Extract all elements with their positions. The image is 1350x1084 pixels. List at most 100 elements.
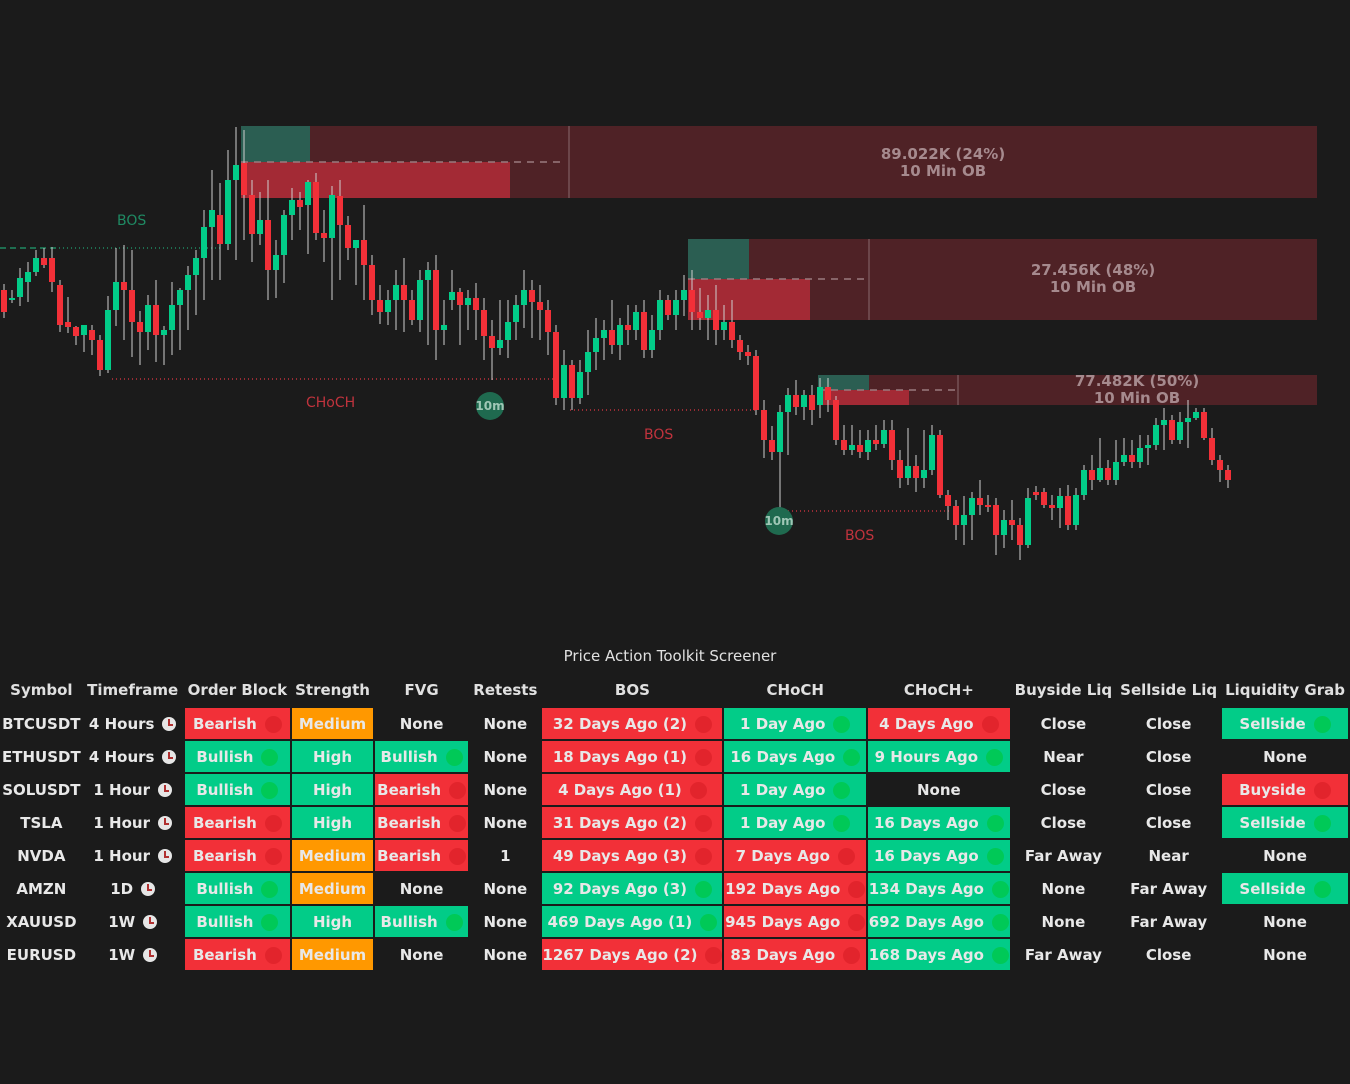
order-block-zone-1 [241, 126, 1317, 198]
candle-bearish [313, 182, 319, 233]
clock-icon [143, 948, 158, 962]
candle-bearish [1201, 412, 1207, 438]
bullish-indicator-dot-icon [833, 814, 851, 832]
strength-cell-text: Medium [298, 714, 367, 733]
bos-cell: 92 Days Ago (3) [540, 871, 725, 906]
candle-bearish [825, 387, 831, 400]
choch-plus-cell: 168 Days Ago [866, 937, 1012, 972]
bearish-indicator-dot-icon [705, 946, 723, 964]
symbol-cell-text: ETHUSDT [2, 747, 81, 766]
sellside-liq-cell: Close [1115, 739, 1223, 774]
candle-bearish [1033, 492, 1039, 495]
symbol-cell-text: NVDA [17, 846, 66, 865]
screener-row[interactable]: EURUSD 1W Bearish Medium None None 1267 Days A… [0, 937, 1350, 972]
order-block-cell: Bullish [182, 904, 293, 939]
candle-bearish [241, 163, 247, 195]
order-block-cell-text: Bearish [192, 846, 257, 865]
symbol-cell: ETHUSDT [0, 739, 83, 774]
timeframe-cell: 1W [80, 904, 185, 939]
buyside-liq-cell: Far Away [1009, 937, 1118, 972]
buyside-liq-cell: Close [1009, 772, 1118, 807]
candle-bearish [1169, 420, 1175, 440]
buyside-liq-cell: Far Away [1009, 838, 1118, 873]
screener-row[interactable]: ETHUSDT 4 Hours Bullish High Bullish None 18 D… [0, 739, 1350, 774]
candle-bearish [1065, 496, 1071, 525]
timeframe-cell-text: 4 Hours [88, 747, 155, 766]
bos-cell-text: 32 Days Ago (2) [552, 714, 688, 733]
chart-canvas[interactable] [0, 0, 1350, 600]
candle-bullish [393, 285, 399, 300]
screener-row[interactable]: SOLUSDT 1 Hour Bullish High Bearish None 4 Day… [0, 772, 1350, 807]
candle-bullish [1185, 418, 1191, 422]
choch-plus-cell-text: 134 Days Ago [868, 879, 984, 898]
candle-bullish [961, 515, 967, 525]
candle-bullish [33, 258, 39, 272]
buyside-liq-cell-text: None [1041, 912, 1086, 931]
price-chart[interactable]: 89.022K (24%) 10 Min OB 27.456K (48%) 10… [0, 0, 1350, 600]
bullish-indicator-dot-icon [261, 781, 279, 799]
candle-bearish [857, 445, 863, 452]
fvg-cell: Bullish [372, 739, 471, 774]
candle-bullish [161, 330, 167, 335]
candle-bearish [985, 505, 991, 507]
candle-bearish [697, 312, 703, 318]
choch-plus-cell: 16 Days Ago [866, 838, 1012, 873]
bullish-indicator-dot-icon [1313, 715, 1331, 733]
strength-cell-text: High [312, 780, 353, 799]
fvg-cell-text: Bullish [380, 747, 438, 766]
candle-bearish [537, 302, 543, 310]
candle-bullish [673, 300, 679, 315]
fvg-cell-text: Bearish [377, 813, 442, 832]
screener-row[interactable]: NVDA 1 Hour Bearish Medium Bearish 1 49 Days A… [0, 838, 1350, 873]
buyside-liq-cell-text: Near [1043, 747, 1084, 766]
retests-cell: None [468, 904, 543, 939]
col-header-bos: BOS [614, 680, 650, 699]
bullish-indicator-dot-icon [833, 781, 851, 799]
screener-row[interactable]: AMZN 1D Bullish Medium None None 92 Days Ago (… [0, 871, 1350, 906]
bos-cell: 4 Days Ago (1) [540, 772, 725, 807]
bullish-indicator-dot-icon [986, 814, 1004, 832]
timeframe-tag-10m-2[interactable]: 10m [764, 507, 794, 535]
candle-bullish [209, 210, 215, 227]
screener-row[interactable]: XAUUSD 1W Bullish High Bullish None 469 Days A… [0, 904, 1350, 939]
candle-bearish [49, 258, 55, 282]
bos-cell-text: 469 Days Ago (1) [547, 912, 693, 931]
retests-cell-text: None [483, 714, 528, 733]
candle-bearish [953, 506, 959, 525]
bearish-indicator-dot-icon [843, 946, 861, 964]
candle-bullish [465, 298, 471, 305]
candle-bearish [897, 460, 903, 478]
ob-timeframe-text: 10 Min OB [1093, 389, 1181, 407]
bearish-indicator-dot-icon [449, 847, 467, 865]
candle-bullish [145, 305, 151, 332]
candle-bearish [409, 300, 415, 320]
candle-bullish [225, 180, 231, 244]
bos-label-bullish: BOS [117, 213, 147, 229]
candle-bullish [1073, 495, 1079, 525]
candle-bearish [129, 290, 135, 322]
candle-bullish [113, 282, 119, 310]
bos-cell-text: 1267 Days Ago (2) [542, 945, 698, 964]
ob-timeframe-text: 10 Min OB [899, 162, 987, 180]
strength-cell-text: High [312, 747, 353, 766]
screener-row[interactable]: BTCUSDT 4 Hours Bearish Medium None None 32 Da… [0, 706, 1350, 741]
screener-row[interactable]: TSLA 1 Hour Bearish High Bearish None 31 Days … [0, 805, 1350, 840]
candle-bullish [1177, 422, 1183, 440]
order-block-cell-text: Bearish [192, 945, 257, 964]
order-block-cell: Bullish [182, 871, 293, 906]
bos-cell-text: 92 Days Ago (3) [552, 879, 688, 898]
candle-bearish [1009, 520, 1015, 525]
bos-cell: 49 Days Ago (3) [540, 838, 725, 873]
bos-cell: 469 Days Ago (1) [540, 904, 725, 939]
candle-bullish [1153, 425, 1159, 445]
order-block-cell: Bearish [182, 706, 293, 741]
bullish-indicator-dot-icon [833, 715, 851, 733]
candle-bullish [1025, 498, 1031, 545]
candle-bullish [561, 365, 567, 398]
timeframe-tag-10m-1[interactable]: 10m [475, 392, 505, 420]
symbol-cell: EURUSD [0, 937, 83, 972]
retests-cell: None [468, 871, 543, 906]
choch-cell-text: 1 Day Ago [740, 813, 826, 832]
candle-bullish [865, 440, 871, 452]
candle-bearish [529, 290, 535, 302]
